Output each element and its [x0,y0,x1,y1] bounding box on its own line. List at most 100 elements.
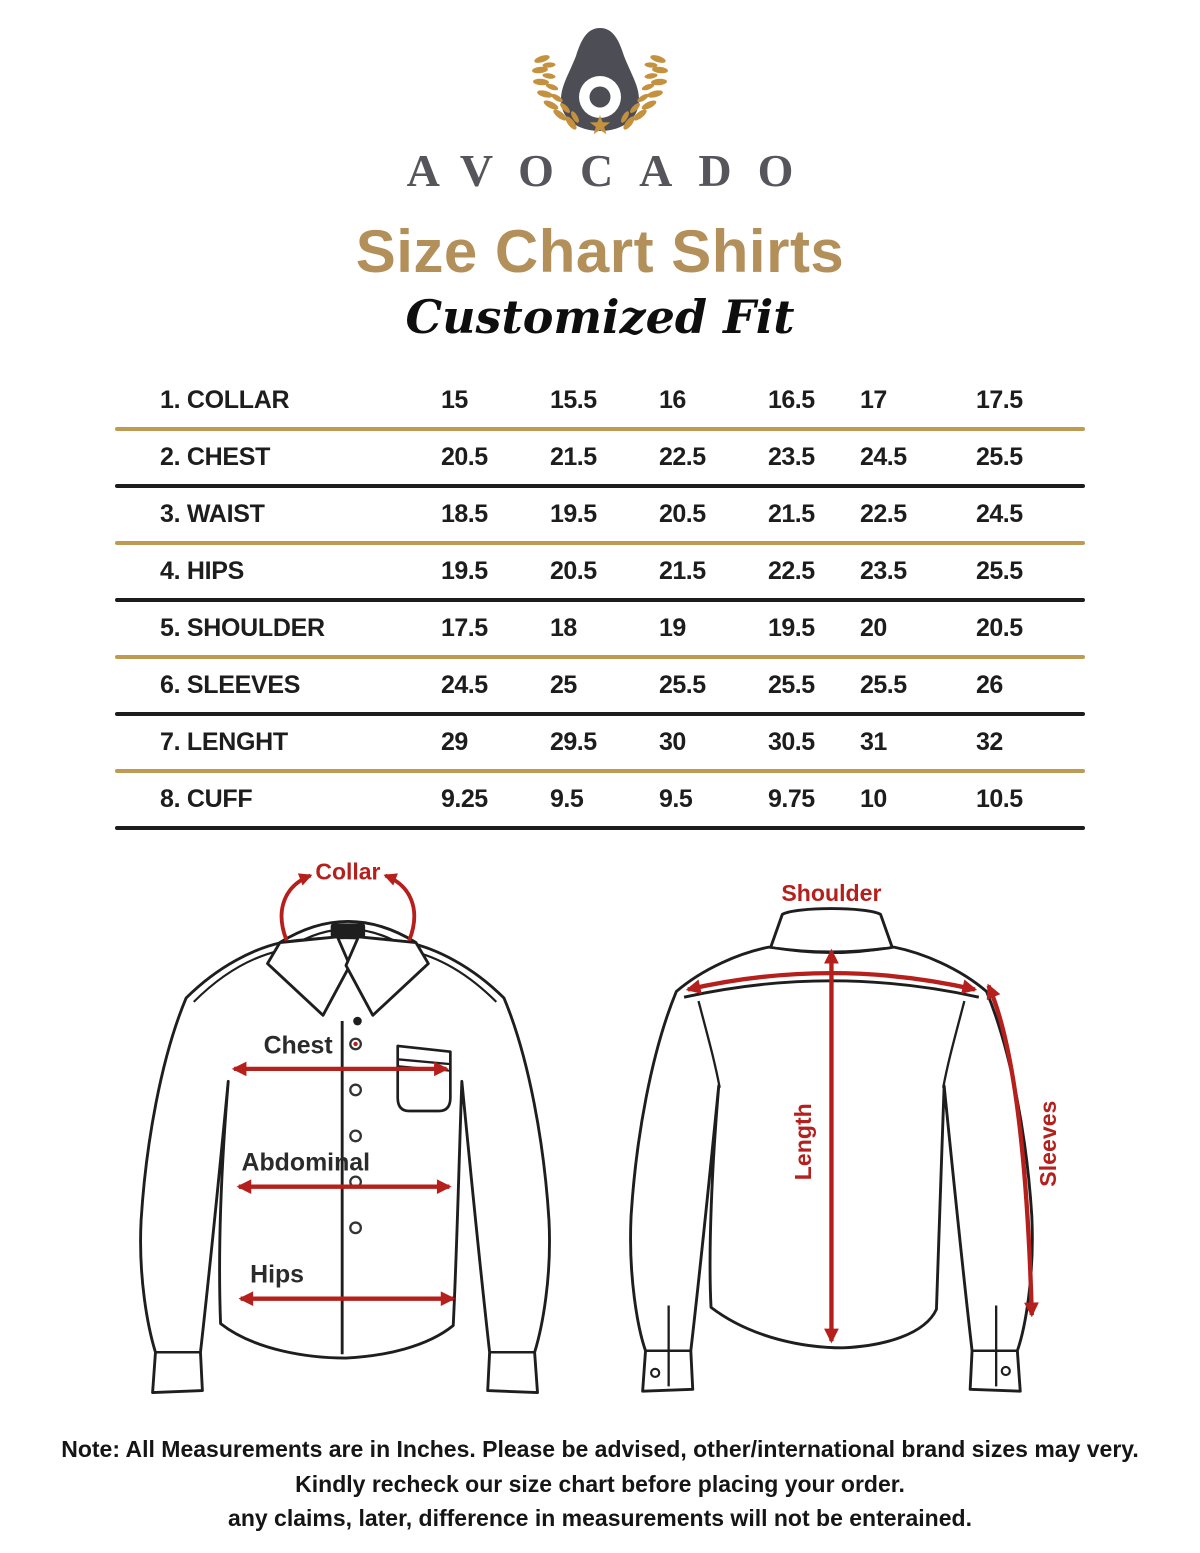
size-value: 15.5 [550,386,597,414]
size-value: 10.5 [976,785,1023,813]
table-row: 6. SLEEVES 24.5 25 25.5 25.5 25.5 26 [115,659,1085,712]
size-value: 25.5 [659,671,706,699]
size-value: 25.5 [976,557,1023,585]
collar-arrow-left [279,873,313,942]
row-label: 5. SHOULDER [160,614,325,642]
size-value: 21.5 [659,557,706,585]
front-shirt-diagram: Collar Chest Abdominal Hips [139,858,551,1394]
chest-pocket [396,1044,452,1113]
size-value: 17 [860,386,887,414]
size-value: 20.5 [976,614,1023,642]
size-value: 23.5 [860,557,907,585]
row-divider [115,712,1085,716]
size-value: 22.5 [768,557,815,585]
row-divider [115,655,1085,659]
size-table: 1. COLLAR 15 15.5 16 16.5 17 17.5 2. CHE… [115,374,1085,830]
sleeves-arrow [986,983,1039,1318]
size-value: 25.5 [768,671,815,699]
size-value: 29.5 [550,728,597,756]
size-value: 9.5 [550,785,584,813]
chest-label: Chest [264,1032,333,1060]
measurement-diagrams: Collar Chest Abdominal Hips [0,844,1200,1424]
size-value: 16 [659,386,686,414]
note-line: any claims, later, difference in measure… [228,1505,972,1531]
size-value: 24.5 [860,443,907,471]
size-value: 18 [550,614,577,642]
size-value: 29 [441,728,468,756]
row-divider [115,427,1085,431]
laurel-wreath-icon [532,55,668,130]
size-value: 25.5 [976,443,1023,471]
back-collar-shape [769,907,894,948]
size-value: 19 [659,614,686,642]
size-value: 22.5 [659,443,706,471]
size-value: 22.5 [860,500,907,528]
table-row: 4. HIPS 19.5 20.5 21.5 22.5 23.5 25.5 [115,545,1085,598]
row-label: 6. SLEEVES [160,671,301,699]
size-value: 21.5 [550,443,597,471]
avocado-logo-icon [532,28,668,135]
row-divider [115,769,1085,773]
table-row: 8. CUFF 9.25 9.5 9.5 9.75 10 10.5 [115,773,1085,826]
row-label: 1. COLLAR [160,386,290,414]
size-value: 25.5 [860,671,907,699]
size-value: 10 [860,785,887,813]
size-value: 15 [441,386,468,414]
row-divider [115,598,1085,602]
row-label: 3. WAIST [160,500,265,528]
size-value: 20.5 [659,500,706,528]
note-line: Kindly recheck our size chart before pla… [295,1470,905,1497]
collar-label: Collar [315,858,380,884]
page-title: Size Chart Shirts [355,218,845,285]
page-subtitle: Customized Fit [405,290,795,344]
size-value: 31 [860,728,887,756]
sleeves-label: Sleeves [1035,1101,1061,1187]
table-row: 2. CHEST 20.5 21.5 22.5 23.5 24.5 25.5 [115,431,1085,484]
size-value: 21.5 [768,500,815,528]
note-line: Note: All Measurements are in Inches. Pl… [61,1436,1139,1462]
footer-note: Note: All Measurements are in Inches. Pl… [0,1432,1200,1536]
size-value: 24.5 [976,500,1023,528]
back-shirt-diagram: Shoulder Length Sleeves [629,880,1061,1393]
size-value: 19.5 [441,557,488,585]
abdominal-label: Abdominal [242,1148,371,1176]
brand-logo [0,24,1200,136]
size-value: 19.5 [550,500,597,528]
row-label: 7. LENGHT [160,728,288,756]
size-value: 24.5 [441,671,488,699]
header: AVOCADO Size Chart Shirts Customized Fit [0,0,1200,344]
size-value: 17.5 [976,386,1023,414]
row-label: 8. CUFF [160,785,253,813]
star-icon [589,115,611,135]
size-value: 26 [976,671,1003,699]
size-value: 20 [860,614,887,642]
length-label: Length [790,1103,816,1180]
size-value: 17.5 [441,614,488,642]
size-value: 19.5 [768,614,815,642]
row-label: 4. HIPS [160,557,245,585]
table-row: 5. SHOULDER 17.5 18 19 19.5 20 20.5 [115,602,1085,655]
size-value: 23.5 [768,443,815,471]
row-label: 2. CHEST [160,443,271,471]
row-divider [115,484,1085,488]
size-value: 18.5 [441,500,488,528]
table-row: 7. LENGHT 29 29.5 30 30.5 31 32 [115,716,1085,769]
size-value: 30 [659,728,686,756]
collar-shape [266,920,430,1026]
size-value: 16.5 [768,386,815,414]
row-divider [115,826,1085,830]
size-value: 9.5 [659,785,693,813]
shoulder-label: Shoulder [781,880,881,906]
collar-arrow-right [383,873,417,942]
size-value: 20.5 [441,443,488,471]
brand-wordmark: AVOCADO [406,145,820,196]
size-value: 20.5 [550,557,597,585]
size-value: 30.5 [768,728,815,756]
size-value: 9.25 [441,785,488,813]
size-value: 32 [976,728,1003,756]
size-value: 25 [550,671,577,699]
row-divider [115,541,1085,545]
hips-label: Hips [250,1260,304,1288]
table-row: 1. COLLAR 15 15.5 16 16.5 17 17.5 [115,374,1085,427]
